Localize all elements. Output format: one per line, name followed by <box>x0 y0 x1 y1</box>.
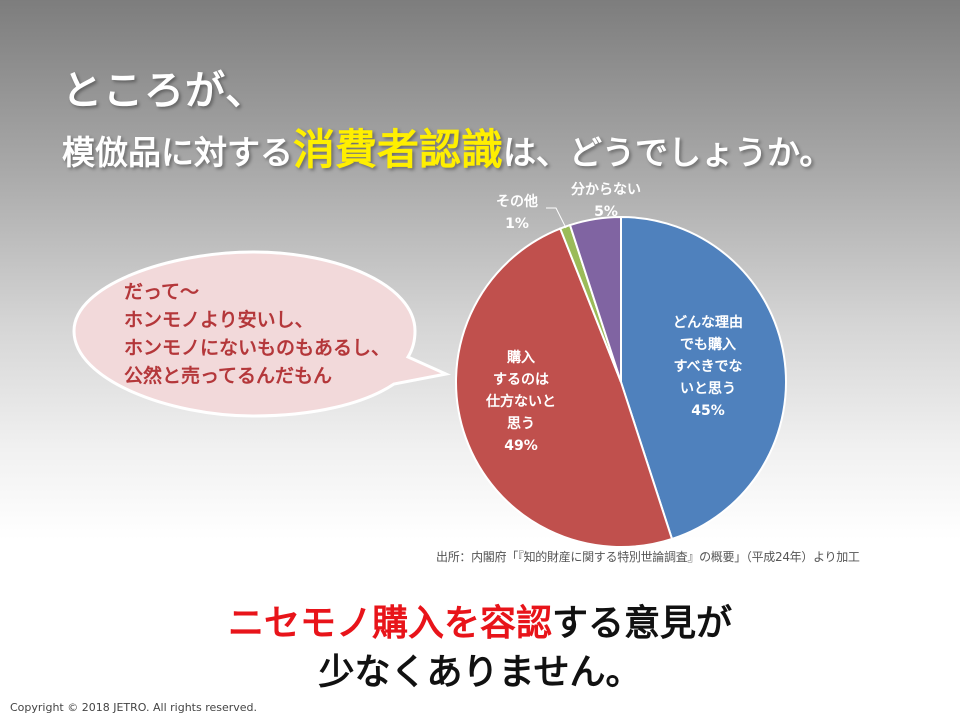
slice-label: 45% <box>691 403 725 419</box>
slice-label: いと思う <box>680 381 736 397</box>
leader-line <box>546 207 567 229</box>
slice-label: すべきでな <box>673 359 742 375</box>
slice-label: するのは <box>493 372 549 388</box>
slice-label: 仕方ないと <box>485 393 556 410</box>
bubble-line: ホンモノより安いし、 <box>124 309 314 331</box>
pie-slice <box>620 215 787 541</box>
slice-label: 1% <box>505 216 529 232</box>
bubble-line: 公然と売ってるんだもん <box>124 365 333 387</box>
pie-slice <box>455 227 674 548</box>
title-highlight: 消費者認識 <box>293 125 504 174</box>
slice-label: でも購入 <box>680 336 736 353</box>
source-note: 出所：内閣府「『知的財産に関する特別世論調査』の概要」（平成24年）より加工 <box>436 550 860 564</box>
bubble-line: ホンモノにないものもあるし、 <box>124 337 391 359</box>
title-line-2-pre: 模倣品に対する <box>62 133 293 172</box>
pie-slice <box>568 215 622 383</box>
conclusion-line-2: 少なくありません。 <box>318 652 642 693</box>
slice-label: 購入 <box>506 349 535 366</box>
slice-label: 49% <box>504 438 538 454</box>
conclusion-highlight: ニセモノ購入を容認 <box>227 603 552 644</box>
slice-label: どんな理由 <box>673 314 743 331</box>
title-line-2: 模倣品に対する消費者認識は、どうでしょうか。 <box>62 116 832 177</box>
bubble-text: だって～ ホンモノより安いし、 ホンモノにないものもあるし、 公然と売ってるんだ… <box>124 278 390 390</box>
speech-bubble-shape <box>72 250 451 418</box>
copyright: Copyright © 2018 JETRO. All rights reser… <box>10 701 258 714</box>
slice-label: その他 <box>496 193 538 210</box>
conclusion-line-1-rest: する意見が <box>552 603 733 644</box>
slice-label: 5% <box>594 204 618 220</box>
title-line-1: ところが、 <box>62 68 267 114</box>
title-line-2-post: は、どうでしょうか。 <box>503 133 833 172</box>
slice-label: 分からない <box>571 182 641 198</box>
slice-label: 思う <box>507 416 535 432</box>
bubble-line: だって～ <box>124 281 200 303</box>
conclusion-line-1: ニセモノ購入を容認する意見が <box>0 594 960 646</box>
